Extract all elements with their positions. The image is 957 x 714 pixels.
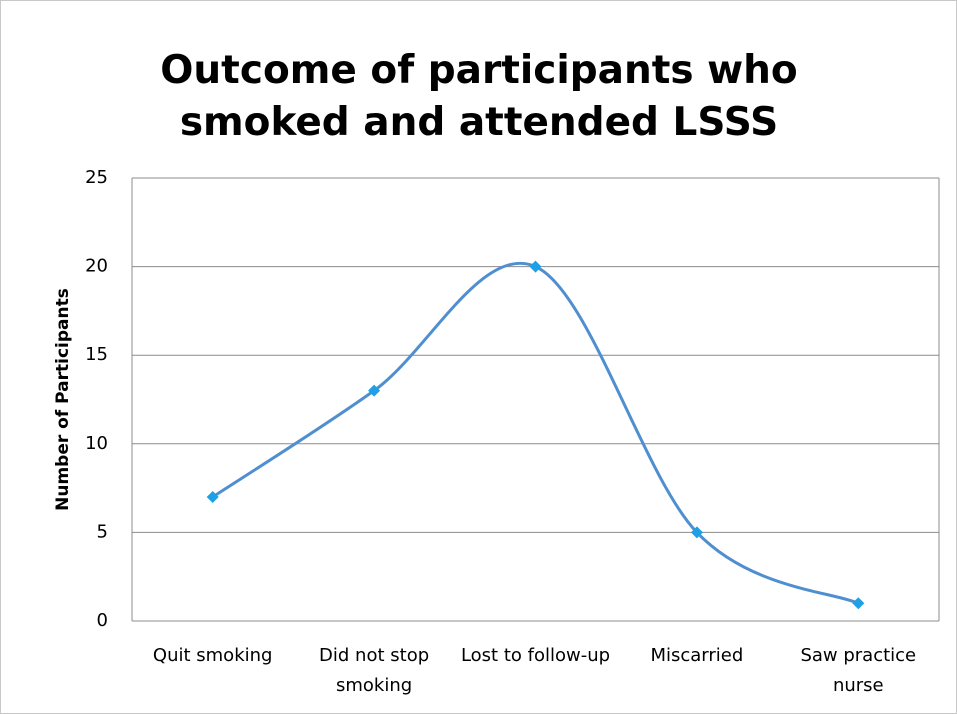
x-tick-label: Miscarried [650, 645, 744, 666]
x-tick-label: Lost to follow-up [460, 645, 611, 666]
y-tick-label: 5 [97, 521, 108, 542]
y-tick-label: 0 [97, 610, 108, 631]
marker [690, 526, 703, 539]
chart-title: Outcome of participants who smoked and a… [160, 48, 798, 145]
x-tick-label: Saw practice nurse [800, 645, 917, 696]
marker [529, 260, 542, 273]
x-tick-label: Did not stop smoking [319, 645, 430, 696]
data-line [211, 262, 859, 605]
marker [206, 490, 219, 503]
y-tick-label: 25 [85, 167, 108, 188]
x-tick-label: Quit smoking [152, 645, 273, 666]
y-tick-label: 10 [85, 433, 108, 454]
y-tick-label: 15 [85, 344, 108, 365]
marker [368, 384, 381, 397]
y-axis-label: Number of Participants [53, 288, 73, 511]
marker [852, 597, 865, 610]
y-tick-label: 20 [85, 256, 108, 277]
